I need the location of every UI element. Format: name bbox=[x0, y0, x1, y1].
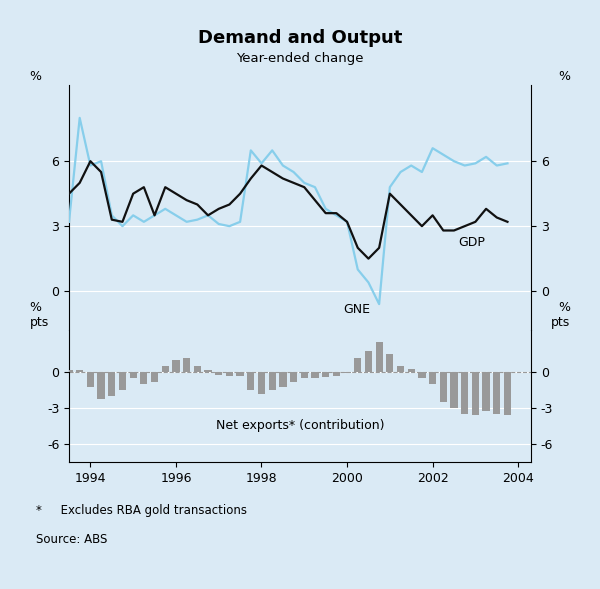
Bar bbox=[376, 342, 383, 372]
Text: %: % bbox=[558, 70, 570, 83]
Bar bbox=[130, 372, 137, 378]
Text: Source: ABS: Source: ABS bbox=[36, 533, 107, 546]
Bar bbox=[258, 372, 265, 394]
Bar bbox=[418, 372, 425, 378]
Text: GNE: GNE bbox=[343, 303, 370, 316]
Bar bbox=[290, 372, 297, 382]
Bar bbox=[301, 372, 308, 378]
Bar bbox=[429, 372, 436, 384]
Bar bbox=[440, 372, 447, 402]
Bar bbox=[472, 372, 479, 415]
Bar bbox=[97, 372, 105, 399]
Bar bbox=[269, 372, 276, 391]
Bar bbox=[183, 358, 190, 372]
Text: GDP: GDP bbox=[458, 236, 485, 249]
Bar bbox=[194, 366, 201, 372]
Bar bbox=[108, 372, 115, 396]
Bar bbox=[87, 372, 94, 386]
Bar bbox=[215, 372, 223, 375]
Bar bbox=[65, 370, 73, 372]
Bar bbox=[461, 372, 469, 414]
Bar bbox=[161, 366, 169, 372]
Text: Demand and Output: Demand and Output bbox=[198, 29, 402, 47]
Text: %
pts: % pts bbox=[551, 301, 570, 329]
Bar bbox=[407, 369, 415, 372]
Bar bbox=[236, 372, 244, 376]
Bar bbox=[343, 372, 350, 373]
Text: Net exports* (contribution): Net exports* (contribution) bbox=[216, 419, 384, 432]
Bar bbox=[354, 358, 361, 372]
Bar bbox=[140, 372, 148, 384]
Bar bbox=[365, 350, 372, 372]
Bar bbox=[279, 372, 287, 386]
Bar bbox=[311, 372, 319, 378]
Bar bbox=[386, 354, 394, 372]
Bar bbox=[172, 360, 179, 372]
Bar bbox=[205, 370, 212, 372]
Bar bbox=[493, 372, 500, 414]
Bar bbox=[451, 372, 458, 408]
Text: %
pts: % pts bbox=[30, 301, 49, 329]
Bar bbox=[76, 370, 83, 372]
Text: *     Excludes RBA gold transactions: * Excludes RBA gold transactions bbox=[36, 504, 247, 517]
Text: Year-ended change: Year-ended change bbox=[236, 52, 364, 65]
Bar bbox=[322, 372, 329, 377]
Bar bbox=[247, 372, 254, 391]
Bar bbox=[119, 372, 126, 391]
Bar bbox=[333, 372, 340, 376]
Bar bbox=[482, 372, 490, 411]
Bar bbox=[397, 366, 404, 372]
Bar bbox=[504, 372, 511, 415]
Bar bbox=[226, 372, 233, 376]
Text: %: % bbox=[30, 70, 42, 83]
Bar bbox=[151, 372, 158, 382]
